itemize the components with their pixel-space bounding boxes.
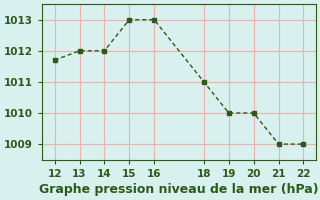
X-axis label: Graphe pression niveau de la mer (hPa): Graphe pression niveau de la mer (hPa) [39,183,319,196]
